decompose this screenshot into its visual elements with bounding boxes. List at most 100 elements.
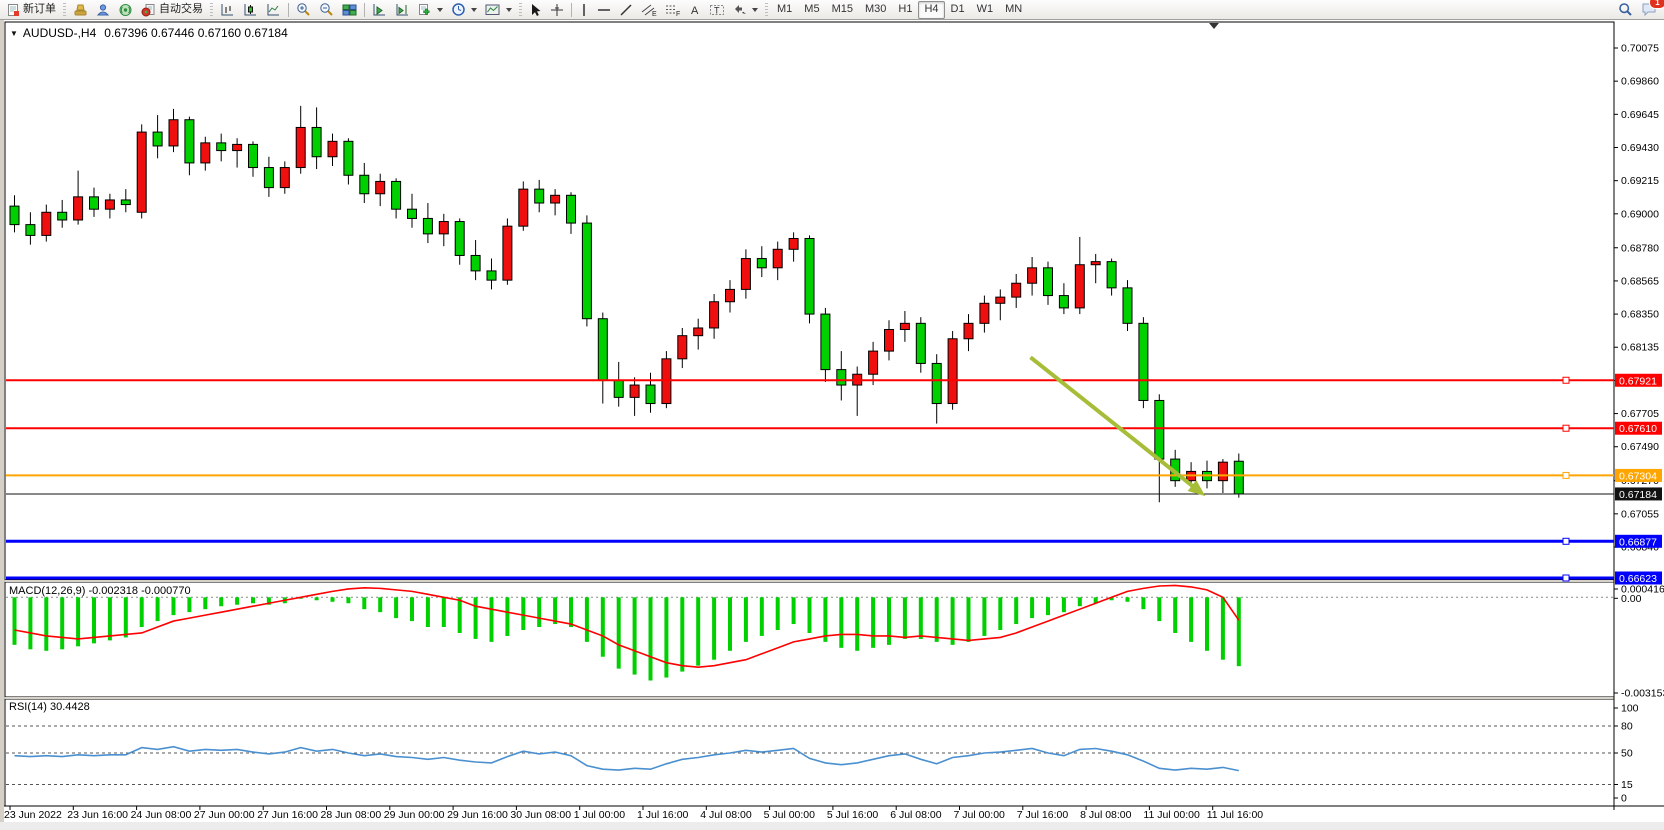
macd-histogram-bar — [44, 597, 49, 651]
candle-body — [327, 140, 338, 158]
horizontal-line-button[interactable] — [593, 1, 615, 19]
zoom-out-button[interactable] — [315, 1, 338, 19]
new-order-button[interactable]: 新订单 — [3, 1, 60, 19]
line-handle — [1562, 471, 1570, 479]
timeframe-button-M5[interactable]: M5 — [798, 1, 825, 19]
candle-body — [1122, 287, 1133, 324]
svg-text:F: F — [676, 11, 680, 17]
candle-body — [136, 131, 147, 213]
candle-body — [343, 140, 354, 176]
autotrade-label: 自动交易 — [159, 3, 203, 15]
arrows-button[interactable] — [729, 1, 762, 19]
trend-arrow[interactable] — [1029, 355, 1206, 497]
auto-scroll-button[interactable] — [368, 1, 391, 19]
macd-histogram-bar — [1061, 597, 1066, 613]
period-button[interactable] — [447, 1, 481, 19]
candle-body — [613, 379, 624, 398]
macd-histogram-bar — [1125, 597, 1130, 602]
fibonacci-button[interactable]: F — [661, 1, 685, 19]
macd-histogram-bar — [887, 597, 891, 645]
template-button[interactable] — [481, 1, 516, 19]
timeframe-button-D1[interactable]: D1 — [945, 1, 971, 19]
price-tick-label: 0.67705 — [1621, 408, 1659, 420]
price-line-badge — [1615, 421, 1662, 435]
template-icon — [485, 4, 500, 15]
label-button[interactable]: T — [705, 1, 729, 19]
candle-body — [1058, 295, 1069, 309]
candle-body — [947, 338, 958, 405]
macd-histogram-bar — [394, 597, 399, 619]
toolbar-separator — [364, 2, 365, 17]
rsi-axis-label: 80 — [1621, 721, 1633, 733]
price-tick-label: 0.69000 — [1621, 208, 1659, 220]
timeframe-button-H1[interactable]: H1 — [892, 1, 918, 19]
time-axis-label: 5 Jul 16:00 — [827, 809, 879, 821]
channel-button[interactable]: E — [637, 1, 661, 19]
time-axis-label: 29 Jun 16:00 — [447, 809, 508, 821]
candle-body — [248, 143, 258, 169]
price-line-badge — [1615, 468, 1662, 482]
macd-histogram-bar — [743, 597, 748, 642]
timeframe-button-MN[interactable]: MN — [999, 1, 1028, 19]
price-tick-label: 0.67490 — [1621, 441, 1659, 453]
candle-body — [359, 174, 370, 195]
stamp-button[interactable] — [69, 1, 92, 19]
macd-histogram-bar — [155, 597, 160, 622]
fibonacci-icon: F — [666, 5, 680, 17]
signal-button[interactable] — [114, 1, 137, 19]
cursor-icon — [532, 3, 541, 16]
time-axis[interactable]: 23 Jun 2022 23 Jun 16:00 24 Jun 08:00 27 Ju… — [4, 805, 1664, 821]
price-line-badge — [1615, 373, 1662, 387]
candle-body — [375, 180, 386, 195]
auto-scroll-icon — [373, 3, 385, 15]
accounts-button[interactable] — [92, 1, 114, 19]
candle-chart-button[interactable] — [239, 1, 262, 19]
search-button[interactable] — [1614, 1, 1637, 19]
candle-body — [1233, 460, 1244, 495]
candle-body — [915, 322, 926, 364]
autotrade-button[interactable]: 自动交易 — [137, 1, 207, 19]
line-handle — [1562, 537, 1570, 545]
bar-chart-button[interactable] — [216, 1, 239, 19]
timeframe-button-W1[interactable]: W1 — [971, 1, 1000, 19]
macd-indicator-label: MACD(12,26,9) -0.002318 -0.000770 — [9, 585, 191, 597]
macd-histogram-bar — [823, 597, 828, 642]
timeframe-button-H4[interactable]: H4 — [918, 0, 945, 19]
toolbar-grip — [63, 3, 66, 16]
toolbar-separator — [288, 2, 289, 17]
price-line-badge-text: 0.66877 — [1619, 536, 1657, 548]
cursor-button[interactable] — [525, 1, 546, 19]
chart-shift-button[interactable] — [391, 1, 414, 19]
macd-histogram-bar — [1173, 597, 1178, 633]
rsi-axis-label: 50 — [1621, 748, 1633, 760]
candle-body — [1043, 267, 1053, 297]
time-axis-label: 7 Jul 00:00 — [954, 809, 1006, 821]
timeframe-button-M30[interactable]: M30 — [859, 1, 892, 19]
line-chart-button[interactable] — [262, 1, 285, 19]
candle-body — [1217, 461, 1228, 482]
macd-histogram-bar — [680, 597, 685, 672]
rsi-line — [14, 745, 1239, 772]
horizontal-lines[interactable]: 0.67921 0.67610 0.67304 0.67184 0.66877 0.666… — [6, 373, 1662, 585]
new-chart-button[interactable] — [414, 1, 447, 19]
crosshair-button[interactable] — [546, 1, 568, 19]
macd-histogram-bar — [712, 597, 717, 660]
candle-body — [709, 301, 720, 329]
macd-histogram-bar — [998, 597, 1003, 630]
time-axis-label: 8 Jul 08:00 — [1080, 809, 1132, 821]
trendline-button[interactable] — [615, 1, 637, 19]
time-axis-label: 11 Jul 16:00 — [1207, 809, 1264, 821]
macd-histogram-bar — [775, 597, 780, 630]
tile-windows-button[interactable] — [338, 1, 361, 19]
candle-body — [89, 196, 99, 210]
vertical-line-button[interactable] — [575, 1, 593, 19]
zoom-in-button[interactable] — [292, 1, 315, 19]
macd-histogram-bar — [807, 597, 812, 633]
timeframe-button-M15[interactable]: M15 — [826, 1, 859, 19]
candle-body — [152, 131, 163, 147]
timeframe-button-M1[interactable]: M1 — [771, 1, 798, 19]
macd-histogram-bar — [203, 597, 208, 610]
chart-menu-triangle-icon[interactable]: ▼ — [10, 29, 18, 38]
text-button[interactable]: A — [685, 1, 705, 19]
